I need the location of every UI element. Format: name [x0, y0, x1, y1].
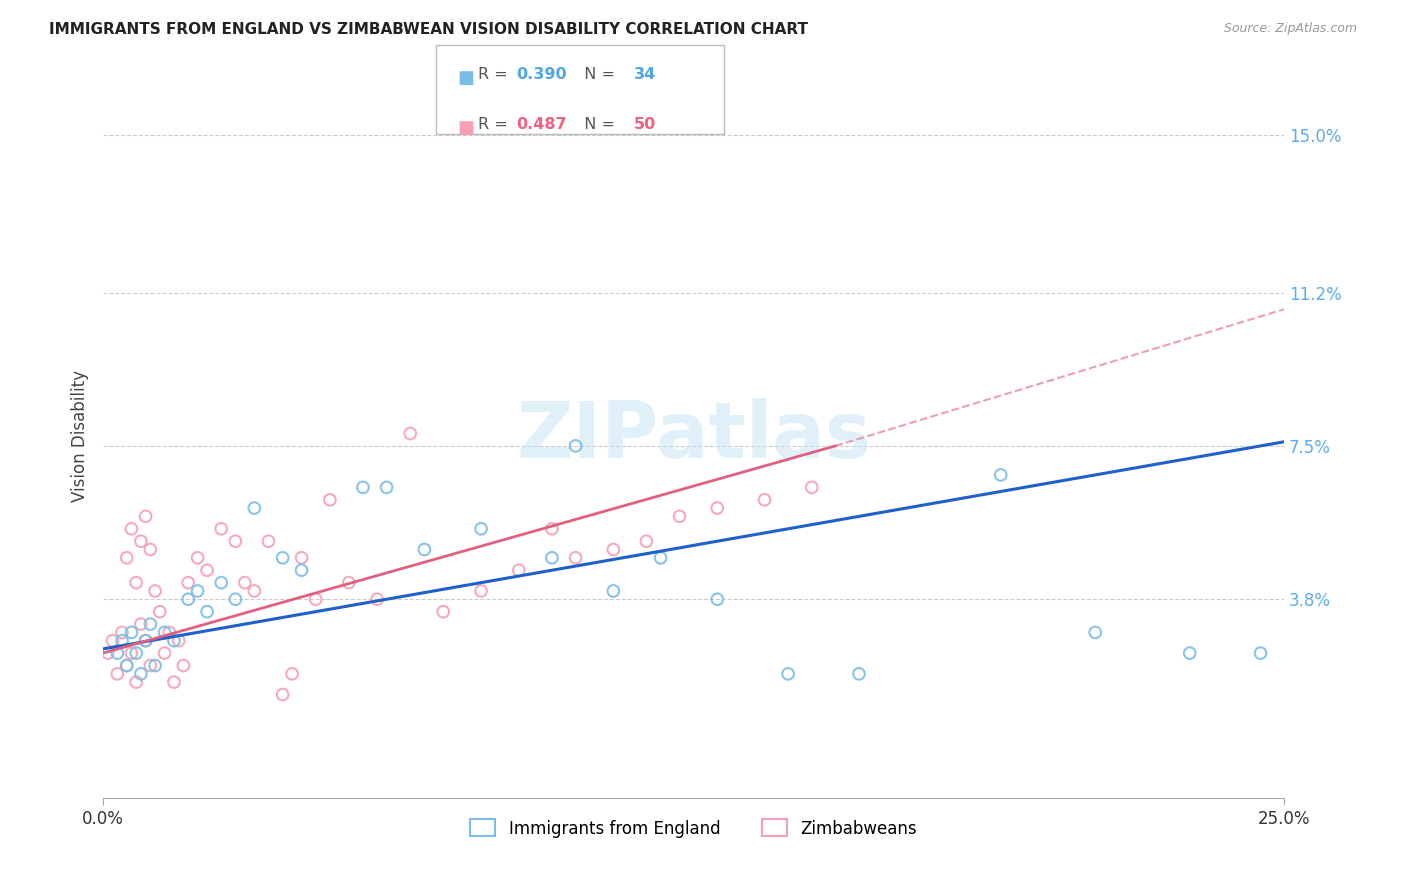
Text: ■: ■ — [457, 119, 474, 136]
Point — [97, 646, 120, 660]
Point — [290, 563, 312, 577]
Point — [105, 646, 128, 660]
Point — [668, 509, 690, 524]
Point — [257, 534, 280, 549]
Text: R =: R = — [478, 67, 513, 82]
Point — [602, 584, 624, 599]
Point — [177, 575, 200, 590]
Point — [305, 592, 328, 607]
Point — [243, 584, 266, 599]
Point — [243, 501, 266, 516]
Point — [233, 575, 256, 590]
Point — [602, 542, 624, 557]
Point — [111, 633, 134, 648]
Point — [187, 584, 209, 599]
Text: 34: 34 — [634, 67, 657, 82]
Point — [167, 633, 190, 648]
Point — [706, 501, 728, 516]
Point — [1250, 646, 1272, 660]
Point — [290, 550, 312, 565]
Point — [129, 534, 152, 549]
Point — [153, 646, 176, 660]
Point — [1084, 625, 1107, 640]
Point — [187, 550, 209, 565]
Point — [650, 550, 672, 565]
Point — [121, 625, 143, 640]
Point — [143, 584, 166, 599]
Point — [636, 534, 658, 549]
Text: 0.390: 0.390 — [516, 67, 567, 82]
Point — [111, 625, 134, 640]
Text: R =: R = — [478, 117, 513, 132]
Point — [470, 522, 492, 536]
Point — [129, 666, 152, 681]
Point — [172, 658, 194, 673]
Point — [139, 617, 162, 632]
Point — [163, 633, 186, 648]
Point — [564, 439, 586, 453]
Point — [153, 625, 176, 640]
Point — [139, 542, 162, 557]
Point — [366, 592, 388, 607]
Point — [271, 550, 294, 565]
Text: ■: ■ — [457, 69, 474, 87]
Point — [157, 625, 180, 640]
Point — [163, 675, 186, 690]
Point — [848, 666, 870, 681]
Point — [337, 575, 360, 590]
Point — [754, 492, 776, 507]
Point — [432, 605, 454, 619]
Point — [115, 658, 138, 673]
Point — [125, 575, 148, 590]
Point — [706, 592, 728, 607]
Point — [990, 467, 1012, 482]
Text: N =: N = — [574, 117, 620, 132]
Point — [508, 563, 530, 577]
Point — [125, 646, 148, 660]
Point — [470, 584, 492, 599]
Text: 50: 50 — [634, 117, 657, 132]
Point — [352, 480, 374, 494]
Point — [177, 592, 200, 607]
Point — [195, 605, 218, 619]
Text: IMMIGRANTS FROM ENGLAND VS ZIMBABWEAN VISION DISABILITY CORRELATION CHART: IMMIGRANTS FROM ENGLAND VS ZIMBABWEAN VI… — [49, 22, 808, 37]
Point — [319, 492, 342, 507]
Point — [135, 633, 157, 648]
Legend: Immigrants from England, Zimbabweans: Immigrants from England, Zimbabweans — [464, 813, 924, 844]
Text: 0.487: 0.487 — [516, 117, 567, 132]
Y-axis label: Vision Disability: Vision Disability — [72, 369, 89, 501]
Point — [375, 480, 398, 494]
Point — [135, 509, 157, 524]
Point — [139, 658, 162, 673]
Point — [564, 550, 586, 565]
Point — [143, 658, 166, 673]
Point — [121, 522, 143, 536]
Point — [800, 480, 823, 494]
Point — [121, 646, 143, 660]
Point — [101, 633, 124, 648]
Point — [281, 666, 304, 681]
Point — [115, 550, 138, 565]
Point — [224, 534, 246, 549]
Point — [541, 550, 564, 565]
Text: N =: N = — [574, 67, 620, 82]
Point — [115, 658, 138, 673]
Point — [149, 605, 172, 619]
Point — [1178, 646, 1201, 660]
Point — [224, 592, 246, 607]
Point — [413, 542, 436, 557]
Text: ZIPatlas: ZIPatlas — [516, 398, 872, 474]
Point — [105, 666, 128, 681]
Text: Source: ZipAtlas.com: Source: ZipAtlas.com — [1223, 22, 1357, 36]
Point — [399, 426, 422, 441]
Point — [209, 522, 232, 536]
Point — [135, 633, 157, 648]
Point — [778, 666, 800, 681]
Point — [129, 617, 152, 632]
Point — [125, 675, 148, 690]
Point — [209, 575, 232, 590]
Point — [271, 688, 294, 702]
Point — [195, 563, 218, 577]
Point — [541, 522, 564, 536]
